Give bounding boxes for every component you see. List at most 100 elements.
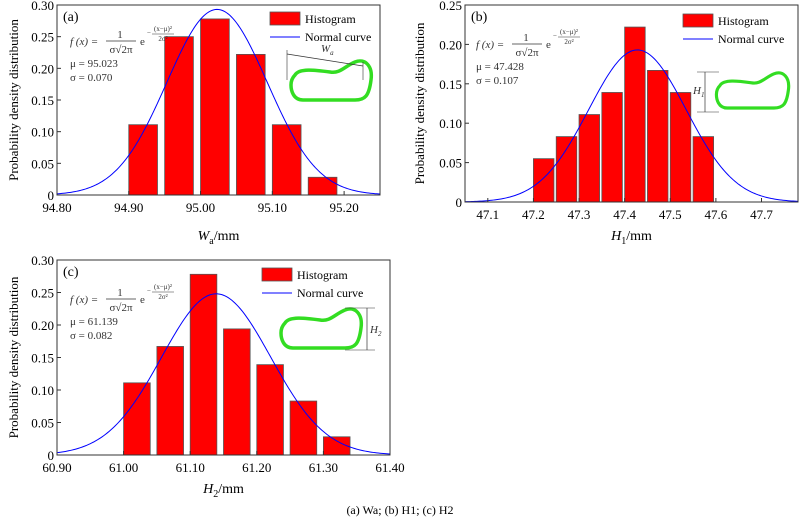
formula-exp-den: 2σ² <box>564 38 573 46</box>
legend-label-curve: Normal curve <box>718 32 784 46</box>
mu-value: μ = 47.428 <box>476 61 524 73</box>
y-tick-label: 0.20 <box>31 61 54 76</box>
y-tick-label: 0 <box>456 195 463 210</box>
sigma-value: σ = 0.107 <box>476 75 519 87</box>
formula-block: f (x) = 1 σ√2π e− (x−μ)² 2σ² μ = 95.023 σ = 0.0… <box>70 25 174 84</box>
x-tick-label: 47.3 <box>568 207 591 222</box>
formula-lhs: f (x) = <box>70 36 98 48</box>
y-tick-label: 0.15 <box>31 93 54 108</box>
x-tick-label: 61.10 <box>176 460 205 475</box>
panel-label: (c) <box>63 265 79 280</box>
histogram-bar <box>307 176 338 196</box>
sigma-value: σ = 0.070 <box>70 72 113 84</box>
formula-denominator: σ√2π <box>109 302 132 314</box>
inset-dimension-label: Wa <box>321 43 334 57</box>
histogram-bar <box>533 158 555 203</box>
normal-curve <box>464 49 799 203</box>
plot-frame <box>464 4 799 203</box>
histogram-bar <box>156 346 184 456</box>
y-axis-label: Probability density distribution <box>412 22 427 184</box>
formula-exp-base: e <box>140 36 145 48</box>
histogram-bar <box>123 382 151 456</box>
y-tick-label: 0.25 <box>31 286 54 301</box>
legend-label-histogram: Histogram <box>297 268 348 282</box>
x-axis-label: Wa/mm <box>198 229 240 247</box>
inset-dimension-label: H1 <box>692 85 704 99</box>
legend-label-curve: Normal curve <box>305 30 371 44</box>
x-tick-label: 95.00 <box>186 200 215 215</box>
part-contour <box>714 71 791 110</box>
histogram-bar <box>647 70 669 203</box>
sigma-value: σ = 0.082 <box>70 330 112 342</box>
formula-exp-base: e <box>140 294 145 306</box>
normal-curve <box>56 293 391 455</box>
y-tick-label: 0 <box>48 448 55 463</box>
formula-block: f (x) = 1 σ√2π e− (x−μ)² 2σ² μ = 47.428 σ = 0.1… <box>476 28 580 87</box>
x-tick-label: 61.00 <box>109 460 138 475</box>
panel-label: (b) <box>471 10 488 25</box>
histogram-bar <box>669 92 692 203</box>
part-contour <box>289 59 374 102</box>
formula-exp-sign: − <box>147 287 151 295</box>
formula-exp-den: 2σ² <box>158 293 167 301</box>
histogram-bar <box>189 273 218 456</box>
y-tick-label: 0.15 <box>439 77 462 92</box>
histogram-bar <box>555 136 578 203</box>
x-tick-label: 95.10 <box>258 200 287 215</box>
formula-exp-base: e <box>546 39 551 51</box>
histogram-bar <box>601 92 623 203</box>
histogram-bar <box>271 124 302 196</box>
formula-denominator: σ√2π <box>109 44 132 56</box>
x-tick-label: 47.6 <box>705 207 728 222</box>
histogram-bar <box>200 18 230 196</box>
formula-exp-num: (x−μ)² <box>154 25 172 33</box>
legend-swatch-histogram <box>261 267 293 282</box>
histogram-bar <box>236 54 266 196</box>
legend-swatch-histogram <box>269 11 301 26</box>
chart-panel-c: 0 0.05 0.10 0.15 0.20 0.25 0.30 60.90 61.00 61.10… <box>6 253 405 500</box>
legend-label-histogram: Histogram <box>718 14 769 28</box>
mu-value: μ = 95.023 <box>70 58 118 70</box>
inset-part-diagram: H2 <box>279 307 382 351</box>
x-tick-label: 61.20 <box>242 460 271 475</box>
formula-numerator: 1 <box>117 29 123 41</box>
histogram-bar <box>578 114 600 203</box>
part-contour <box>279 307 364 350</box>
x-tick-label: 47.4 <box>613 207 636 222</box>
formula-block: f (x) = 1 σ√2π e− (x−μ)² 2σ² μ = 61.139 σ = 0.0… <box>70 283 174 342</box>
panel-label: (a) <box>63 10 79 25</box>
y-tick-label: 0 <box>48 188 55 203</box>
formula-exp-num: (x−μ)² <box>154 283 172 291</box>
y-tick-label: 0.20 <box>31 318 54 333</box>
x-tick-label: 94.90 <box>114 200 143 215</box>
y-tick-label: 0.05 <box>31 416 54 431</box>
formula-exp-sign: − <box>147 29 151 37</box>
histogram-bar <box>128 124 158 196</box>
formula-lhs: f (x) = <box>70 294 98 306</box>
y-tick-label: 0.10 <box>439 116 462 131</box>
x-tick-label: 94.80 <box>42 200 71 215</box>
histogram-bar <box>223 328 251 456</box>
legend-label-histogram: Histogram <box>305 12 356 26</box>
normal-curve <box>56 8 381 195</box>
inset-part-diagram: H1 <box>692 71 791 113</box>
y-tick-label: 0.05 <box>31 156 54 171</box>
y-axis-label: Probability density distribution <box>6 19 21 181</box>
chart-panel-b: 0 0.05 0.10 0.15 0.20 0.25 47.1 47.2 47.3 47.4 47.… <box>412 0 799 247</box>
x-tick-label: 47.1 <box>476 207 499 222</box>
x-axis-label: H1/mm <box>610 229 652 247</box>
dimension-line <box>286 53 364 67</box>
formula-denominator: σ√2π <box>515 47 538 59</box>
legend: Histogram Normal curve <box>682 13 784 46</box>
formula-exp-num: (x−μ)² <box>560 28 578 36</box>
x-tick-label: 47.5 <box>659 207 682 222</box>
formula-exp-sign: − <box>553 32 557 40</box>
y-tick-label: 0.30 <box>31 253 54 268</box>
histogram-bar <box>692 136 715 203</box>
histogram-bar <box>256 364 284 456</box>
y-tick-label: 0.30 <box>31 0 54 13</box>
x-axis-label: H2/mm <box>202 482 244 500</box>
inset-dimension-label: H2 <box>369 324 382 338</box>
inset-part-diagram: Wa <box>286 43 374 102</box>
x-tick-label: 47.2 <box>522 207 545 222</box>
